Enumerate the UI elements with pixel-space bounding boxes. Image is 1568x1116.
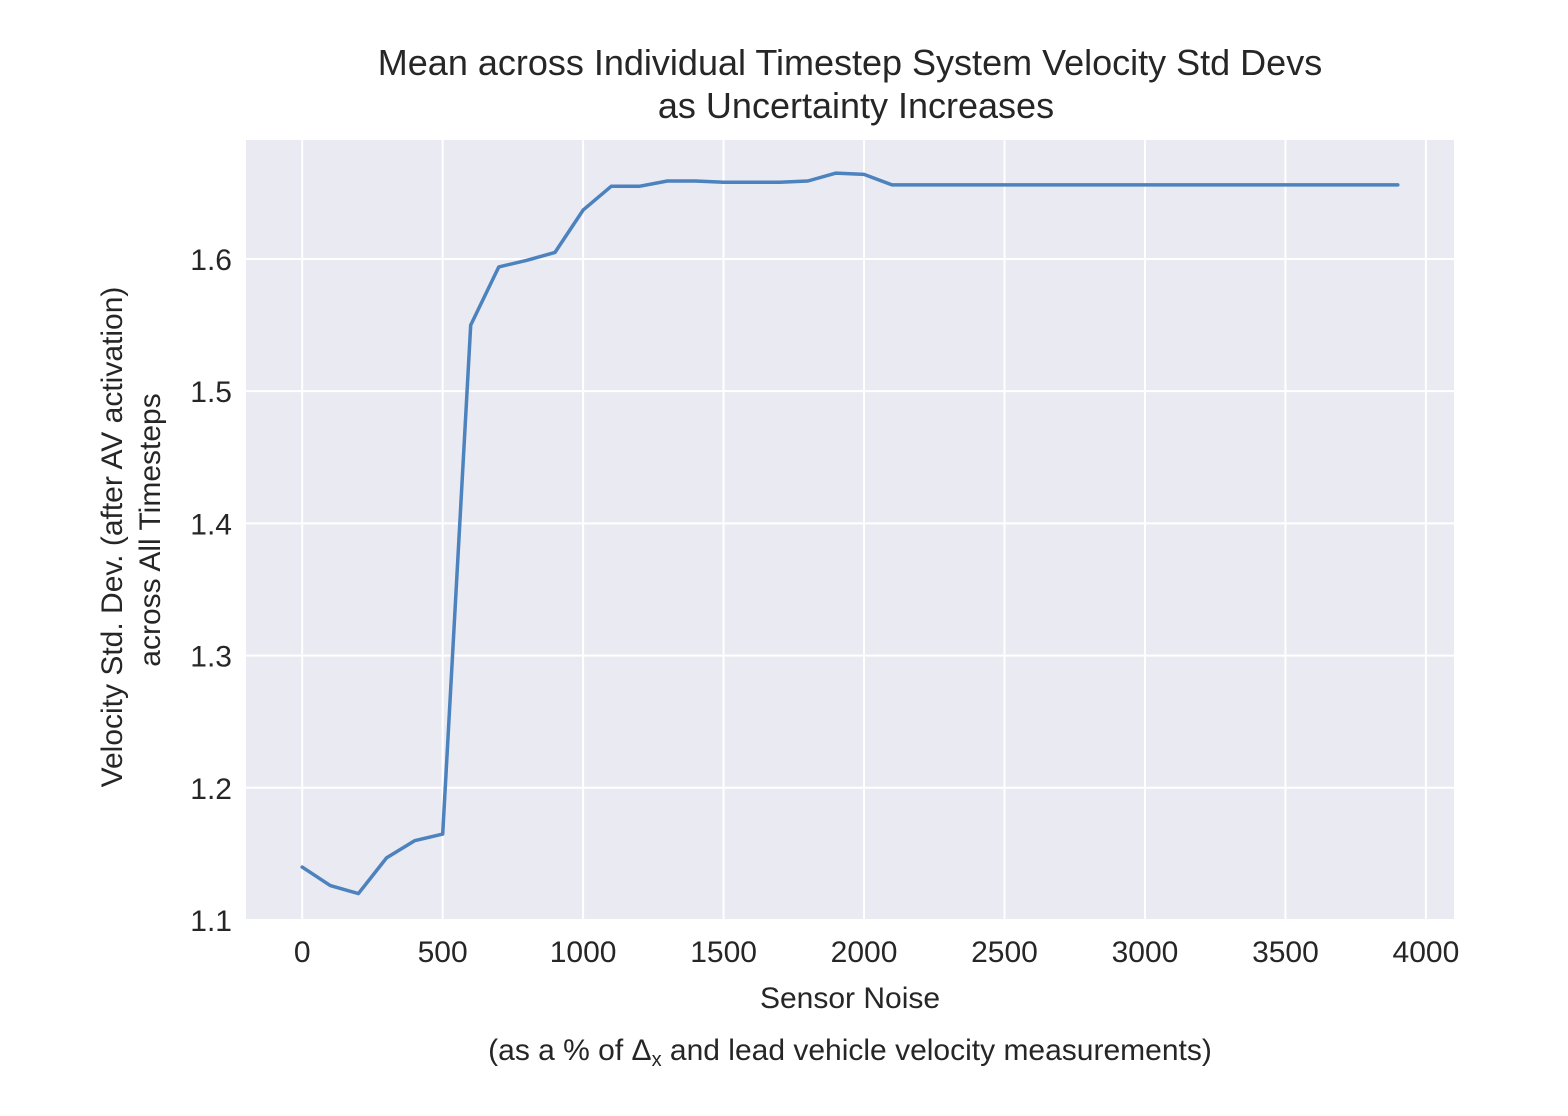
x-tick-label: 1000 — [550, 936, 617, 969]
y-axis-label: Velocity Std. Dev. (after AV activation) — [96, 287, 129, 788]
x-axis-sublabel-subscript: x — [652, 1049, 662, 1071]
plot-area — [246, 140, 1454, 920]
x-axis-sublabel: (as a % of Δx and lead vehicle velocity … — [488, 1034, 1212, 1071]
grid-lines — [246, 140, 1454, 921]
y-tick-label: 1.3 — [190, 641, 232, 674]
x-axis-label: Sensor Noise — [760, 982, 940, 1015]
y-tick-label: 1.4 — [190, 508, 232, 541]
y-tick-label: 1.2 — [190, 773, 232, 806]
y-tick-labels: 1.1 1.2 1.3 1.4 1.5 1.6 — [190, 244, 232, 938]
x-tick-label: 3500 — [1252, 936, 1319, 969]
y-tick-label: 1.1 — [190, 905, 232, 938]
x-tick-label: 2000 — [831, 936, 898, 969]
x-tick-label: 3000 — [1112, 936, 1179, 969]
y-tick-label: 1.6 — [190, 244, 232, 277]
x-tick-label: 2500 — [971, 936, 1038, 969]
x-axis-sublabel-prefix: (as a % of Δ — [488, 1034, 651, 1067]
x-tick-label: 1500 — [690, 936, 757, 969]
x-axis-sublabel-suffix: and lead vehicle velocity measurements) — [662, 1034, 1212, 1067]
x-tick-label: 0 — [294, 936, 311, 969]
y-tick-label: 1.5 — [190, 376, 232, 409]
x-tick-labels: 0 500 1000 1500 2000 2500 3000 3500 4000 — [294, 936, 1459, 969]
series-line — [300, 171, 1400, 896]
x-tick-label: 500 — [418, 936, 468, 969]
chart-subtitle: as Uncertainty Increases — [658, 85, 1054, 126]
chart-title: Mean across Individual Timestep System V… — [378, 42, 1322, 83]
y-axis-sublabel: across All Timesteps — [134, 393, 167, 666]
x-tick-label: 4000 — [1393, 936, 1460, 969]
